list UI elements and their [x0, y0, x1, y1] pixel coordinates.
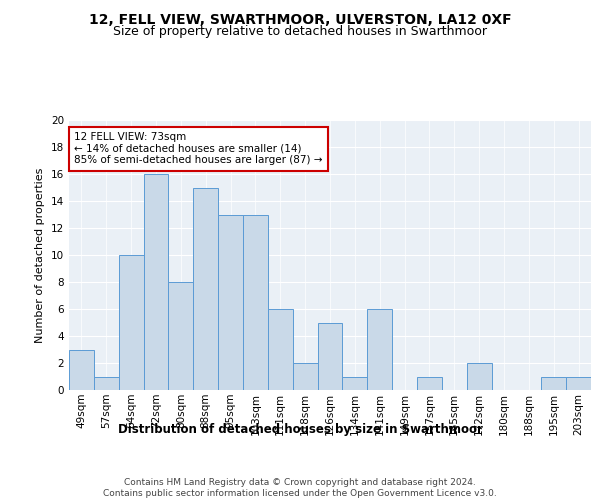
Text: 12, FELL VIEW, SWARTHMOOR, ULVERSTON, LA12 0XF: 12, FELL VIEW, SWARTHMOOR, ULVERSTON, LA… [89, 12, 511, 26]
Bar [169, 282, 193, 390]
Bar [268, 309, 293, 390]
Bar [143, 174, 169, 390]
Bar [343, 376, 367, 390]
Bar [367, 309, 392, 390]
Bar [94, 376, 119, 390]
Text: Contains HM Land Registry data © Crown copyright and database right 2024.
Contai: Contains HM Land Registry data © Crown c… [103, 478, 497, 498]
Bar [243, 214, 268, 390]
Y-axis label: Number of detached properties: Number of detached properties [35, 168, 46, 342]
Bar [417, 376, 442, 390]
Bar [193, 188, 218, 390]
Bar [119, 255, 143, 390]
Text: 12 FELL VIEW: 73sqm
← 14% of detached houses are smaller (14)
85% of semi-detach: 12 FELL VIEW: 73sqm ← 14% of detached ho… [74, 132, 323, 166]
Bar [69, 350, 94, 390]
Bar [541, 376, 566, 390]
Bar [218, 214, 243, 390]
Bar [467, 363, 491, 390]
Bar [293, 363, 317, 390]
Bar [566, 376, 591, 390]
Bar [317, 322, 343, 390]
Text: Distribution of detached houses by size in Swarthmoor: Distribution of detached houses by size … [118, 422, 482, 436]
Text: Size of property relative to detached houses in Swarthmoor: Size of property relative to detached ho… [113, 25, 487, 38]
